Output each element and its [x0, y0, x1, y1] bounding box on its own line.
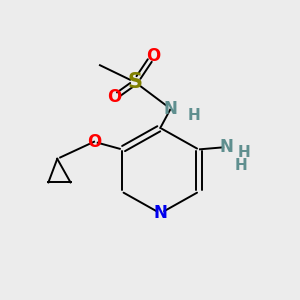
Text: H: H	[188, 108, 200, 123]
Text: O: O	[87, 133, 101, 151]
Text: O: O	[146, 47, 160, 65]
Text: H: H	[237, 146, 250, 160]
Text: N: N	[153, 204, 167, 222]
Text: N: N	[164, 100, 178, 118]
Text: O: O	[107, 88, 122, 106]
Text: S: S	[128, 72, 143, 92]
Text: H: H	[235, 158, 248, 173]
Text: N: N	[220, 138, 233, 156]
